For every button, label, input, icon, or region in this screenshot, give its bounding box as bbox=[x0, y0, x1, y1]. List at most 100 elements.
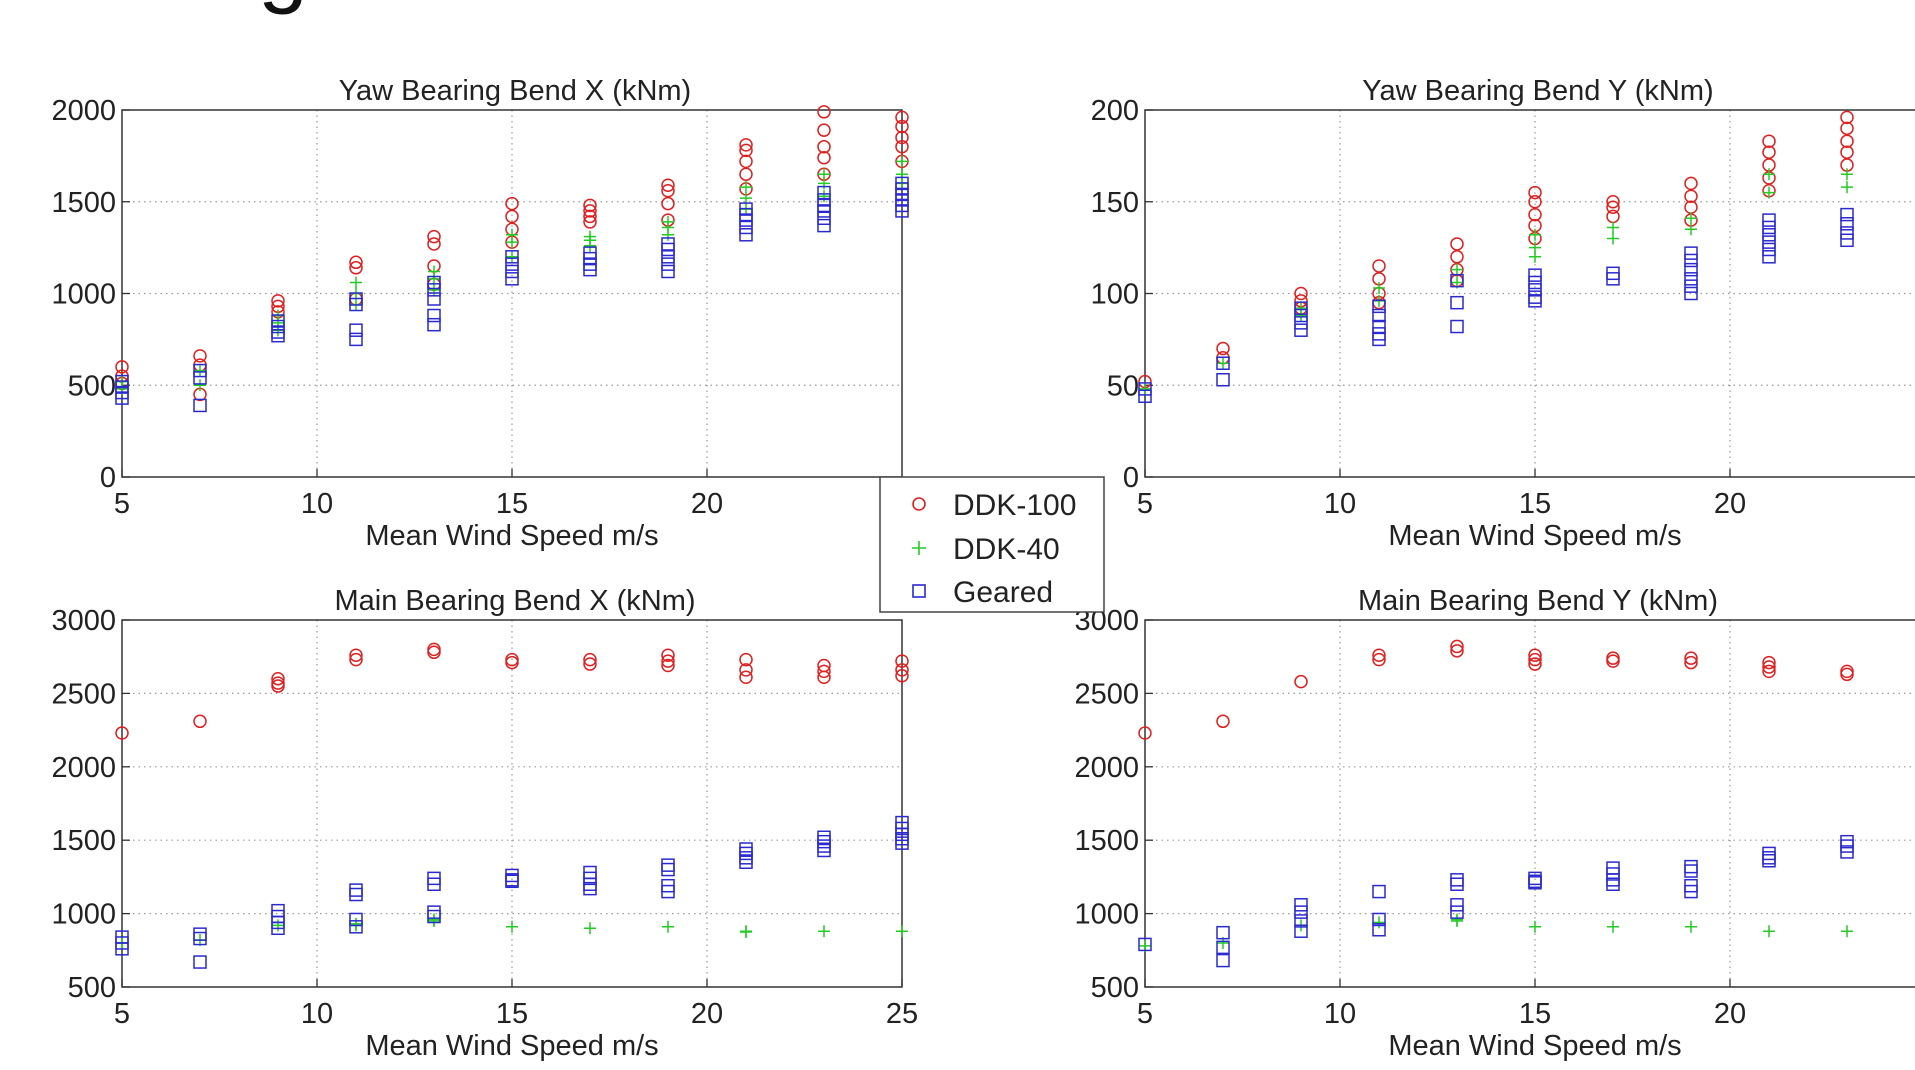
data-point bbox=[427, 292, 441, 306]
data-point bbox=[1684, 253, 1698, 268]
series-ddk-100 bbox=[115, 105, 909, 402]
data-point bbox=[1450, 295, 1464, 310]
data-point bbox=[505, 264, 519, 279]
data-point bbox=[662, 228, 674, 241]
data-point bbox=[739, 228, 753, 242]
x-tick-label: 15 bbox=[1519, 488, 1551, 520]
data-point bbox=[349, 652, 363, 667]
chart-panel: 5101520250010001500200025003000Main Bear… bbox=[1074, 585, 1915, 1062]
series-ddk-100 bbox=[1138, 639, 1854, 740]
data-point bbox=[194, 364, 206, 377]
x-tick-label: 5 bbox=[1137, 488, 1153, 520]
data-point bbox=[817, 185, 831, 200]
data-point bbox=[428, 272, 440, 285]
data-point bbox=[1451, 913, 1463, 926]
data-point bbox=[1216, 953, 1230, 968]
data-point bbox=[193, 714, 207, 729]
data-point bbox=[1372, 922, 1386, 937]
data-point bbox=[1684, 655, 1698, 670]
x-tick-label: 10 bbox=[1324, 488, 1356, 520]
data-point bbox=[1607, 221, 1619, 234]
data-point bbox=[583, 881, 597, 896]
series-geared bbox=[115, 815, 909, 969]
x-tick-label: 20 bbox=[691, 488, 723, 520]
data-point bbox=[1217, 357, 1229, 370]
data-point bbox=[1762, 134, 1776, 148]
legend-marker-circle-icon bbox=[912, 497, 926, 511]
data-point bbox=[427, 877, 441, 891]
data-point bbox=[1684, 262, 1698, 277]
data-point bbox=[1372, 299, 1386, 314]
data-point bbox=[1684, 864, 1698, 878]
data-point bbox=[739, 670, 753, 685]
data-point bbox=[583, 204, 597, 218]
data-point bbox=[583, 657, 597, 671]
data-point bbox=[349, 255, 363, 270]
data-point bbox=[271, 679, 285, 693]
data-point bbox=[1372, 652, 1386, 667]
data-point bbox=[1216, 356, 1230, 370]
data-point bbox=[271, 671, 285, 686]
y-tick-label: 150 bbox=[1091, 187, 1139, 219]
y-tick-label: 2500 bbox=[1074, 678, 1139, 710]
data-point bbox=[817, 105, 831, 119]
data-point bbox=[818, 925, 830, 938]
data-point bbox=[1684, 189, 1698, 203]
data-point bbox=[583, 209, 597, 224]
data-point bbox=[193, 363, 207, 378]
data-point bbox=[427, 308, 441, 323]
chart-title: Yaw Bearing Bend X (kNm) bbox=[339, 75, 691, 107]
data-point bbox=[1372, 308, 1386, 323]
data-point bbox=[1840, 134, 1854, 148]
data-point bbox=[349, 920, 363, 934]
data-point bbox=[271, 294, 285, 308]
chart-panel: 5 10 15 20 25 500 1000 1500 2000 2500 3000 Main Bea… bbox=[51, 585, 918, 1062]
data-point bbox=[1450, 250, 1464, 264]
data-point bbox=[739, 167, 753, 181]
data-point bbox=[817, 150, 831, 165]
data-point bbox=[1372, 912, 1386, 927]
data-point bbox=[583, 198, 597, 213]
data-point bbox=[1841, 925, 1853, 938]
data-point bbox=[1138, 382, 1152, 396]
data-point bbox=[1372, 319, 1386, 334]
data-point bbox=[740, 925, 752, 938]
data-point bbox=[1762, 660, 1776, 674]
data-point bbox=[817, 123, 831, 137]
y-tick-label: 0 bbox=[100, 462, 116, 494]
y-tick-label: 0 bbox=[1123, 462, 1139, 494]
data-point bbox=[505, 272, 519, 286]
data-point bbox=[427, 909, 441, 924]
legend-marker-square-icon bbox=[912, 584, 926, 598]
data-point bbox=[1372, 648, 1386, 662]
data-point bbox=[739, 143, 753, 158]
data-point bbox=[1763, 186, 1775, 199]
data-point bbox=[1450, 273, 1464, 288]
x-axis-label: Mean Wind Speed m/s bbox=[365, 1030, 658, 1062]
data-point bbox=[739, 138, 753, 152]
data-point bbox=[1607, 232, 1619, 245]
data-point bbox=[1684, 246, 1698, 260]
data-point bbox=[271, 921, 285, 936]
x-tick-label: 5 bbox=[1137, 998, 1153, 1030]
data-point bbox=[1529, 920, 1541, 933]
data-point bbox=[1528, 283, 1542, 297]
data-point bbox=[817, 211, 831, 226]
legend-marker-plus-icon bbox=[912, 541, 926, 555]
data-point bbox=[661, 250, 675, 264]
data-point bbox=[661, 257, 675, 271]
y-tick-label: 500 bbox=[68, 972, 116, 1004]
data-point bbox=[895, 139, 909, 154]
data-point bbox=[1841, 181, 1853, 194]
data-point bbox=[272, 919, 284, 932]
chart-title: Main Bearing Bend Y (kNm) bbox=[1358, 585, 1718, 617]
x-tick-label: 20 bbox=[691, 998, 723, 1030]
data-point bbox=[1762, 250, 1776, 264]
data-point bbox=[1840, 207, 1854, 222]
data-point bbox=[1606, 654, 1620, 668]
data-point bbox=[427, 237, 441, 251]
data-point bbox=[1762, 854, 1776, 868]
data-point bbox=[1450, 644, 1464, 658]
x-tick-label: 5 bbox=[114, 488, 130, 520]
